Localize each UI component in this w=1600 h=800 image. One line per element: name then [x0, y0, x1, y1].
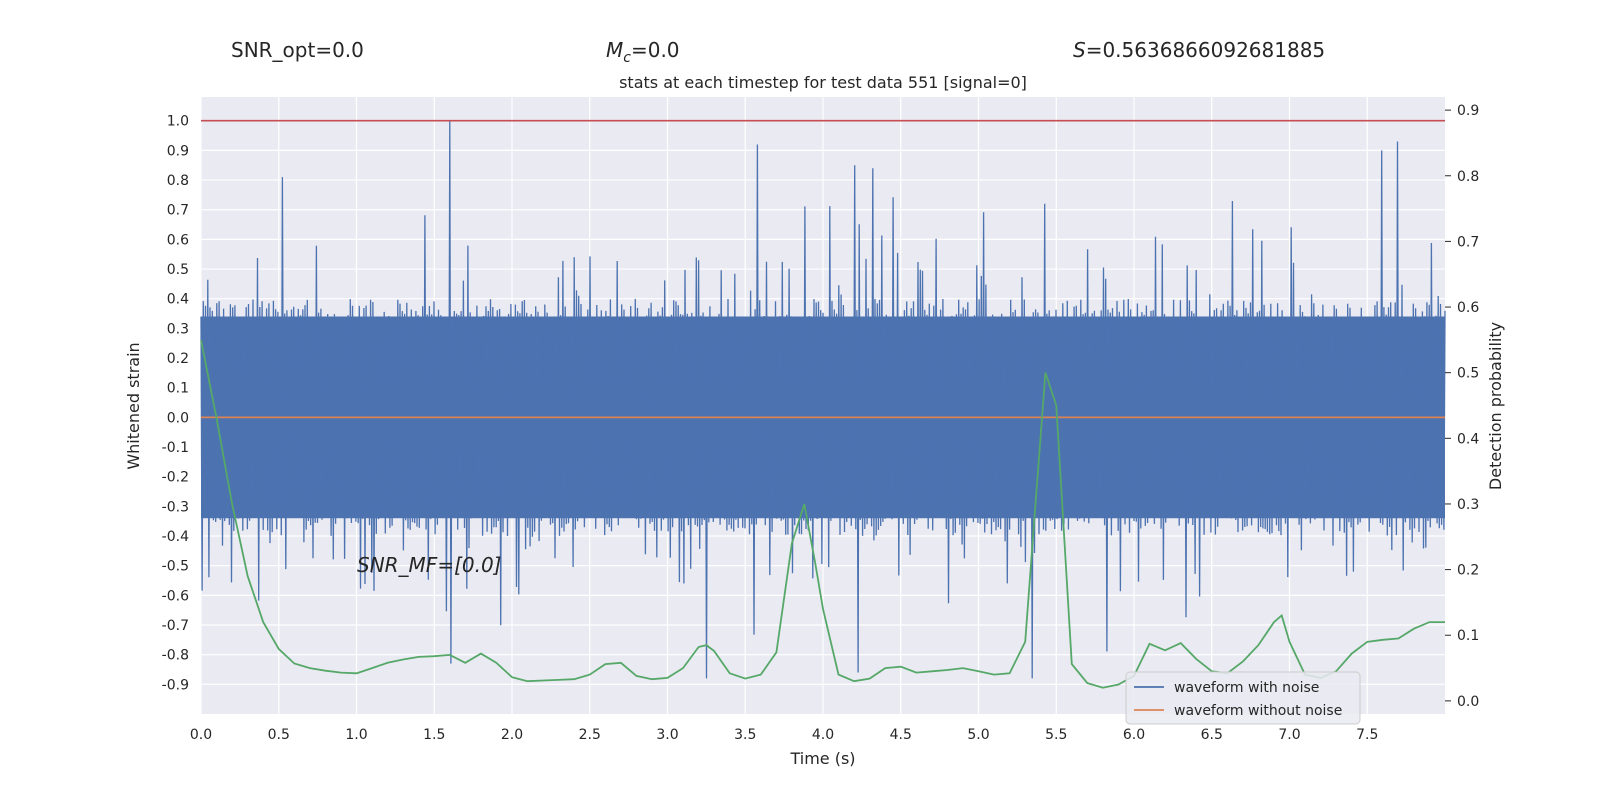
legend-label: waveform with noise [1174, 680, 1319, 696]
legend-label: waveform without noise [1174, 703, 1342, 719]
x-tick-label: 4.5 [890, 727, 912, 743]
y2-axis-label: Detection probability [1486, 322, 1505, 490]
chirp-mass-subscript: c [623, 50, 631, 66]
x-tick-label: 5.5 [1045, 727, 1067, 743]
stat-s-label: S=0.5636866092681885 [1073, 38, 1325, 62]
y-tick-label: -0.5 [162, 559, 189, 575]
y-tick-label: 1.0 [167, 114, 189, 130]
chart-title: stats at each timestep for test data 551… [619, 73, 1027, 92]
y-tick-label: -0.8 [162, 648, 189, 664]
x-tick-label: 0.5 [268, 727, 290, 743]
noise-line [200, 120, 1446, 679]
y2-tick-label: 0.5 [1457, 366, 1479, 382]
probability-line [200, 339, 1445, 689]
x-tick-label: 3.0 [656, 727, 678, 743]
y-tick-label: -0.3 [162, 499, 189, 515]
chirp-mass-value: =0.0 [630, 38, 680, 62]
y2-tick-labels: 0.9 0.8 0.7 0.6 0.5 0.4 0.3 0.2 0.1 0.0 [1445, 103, 1479, 710]
y-tick-label: -0.7 [162, 618, 189, 634]
y-tick-label: -0.2 [162, 470, 189, 486]
x-tick-label: 4.0 [812, 727, 834, 743]
snr-mf-annotation: SNR_MF=[0.0] [357, 553, 501, 577]
y-tick-label: 0.9 [167, 143, 189, 159]
x-tick-labels: 0.0 0.5 1.0 1.5 2.0 2.5 3.0 3.5 4.0 4.5 5.0 5.5 6.0 6… [190, 727, 1379, 743]
y-tick-label: 0.8 [167, 173, 189, 189]
y-tick-label: 0.3 [167, 321, 189, 337]
x-tick-label: 1.5 [423, 727, 445, 743]
x-tick-label: 7.5 [1356, 727, 1378, 743]
x-tick-label: 6.5 [1201, 727, 1223, 743]
y2-tick-label: 0.0 [1457, 694, 1479, 710]
stat-s-symbol: S [1073, 38, 1086, 62]
x-tick-label: 5.0 [967, 727, 989, 743]
series-detection-probability [200, 339, 1445, 689]
y-axis-label: Whitened strain [124, 342, 143, 469]
legend: waveform with noise waveform without nois… [1125, 671, 1361, 725]
y-tick-labels: 1.0 0.9 0.8 0.7 0.6 0.5 0.4 0.3 0.2 0.1 0.0 -0.1 -0.… [162, 114, 189, 694]
chirp-mass-symbol: M [606, 38, 624, 62]
y2-tick-label: 0.7 [1457, 234, 1479, 250]
x-axis-label: Time (s) [789, 749, 855, 768]
y2-tick-label: 0.1 [1457, 628, 1479, 644]
y2-tick-label: 0.3 [1457, 497, 1479, 513]
y-tick-label: 0.2 [167, 351, 189, 367]
y2-tick-label: 0.8 [1457, 169, 1479, 185]
y-tick-label: 0.0 [167, 410, 189, 426]
legend-box [1125, 671, 1361, 725]
y-tick-label: 0.1 [167, 381, 189, 397]
x-tick-label: 1.0 [345, 727, 367, 743]
x-tick-label: 2.5 [579, 727, 601, 743]
y-tick-label: -0.4 [162, 529, 189, 545]
y2-tick-label: 0.6 [1457, 300, 1479, 316]
y-tick-label: 0.5 [167, 262, 189, 278]
x-tick-label: 3.5 [734, 727, 756, 743]
y-tick-label: 0.7 [167, 203, 189, 219]
y2-tick-label: 0.4 [1457, 431, 1479, 447]
x-tick-label: 2.0 [501, 727, 523, 743]
y-tick-label: -0.1 [162, 440, 189, 456]
x-tick-label: 7.0 [1278, 727, 1300, 743]
y2-tick-label: 0.2 [1457, 563, 1479, 579]
y-tick-label: 0.4 [167, 292, 189, 308]
snr-opt-label: SNR_opt=0.0 [231, 38, 364, 62]
y-tick-label: 0.6 [167, 232, 189, 248]
x-tick-label: 0.0 [190, 727, 212, 743]
chirp-mass-label: Mc=0.0 [606, 38, 680, 66]
stat-s-value: =0.5636866092681885 [1085, 38, 1326, 62]
y-tick-label: -0.6 [162, 588, 189, 604]
y2-tick-label: 0.9 [1457, 103, 1479, 119]
x-tick-label: 6.0 [1123, 727, 1145, 743]
y-tick-label: -0.9 [162, 677, 189, 693]
